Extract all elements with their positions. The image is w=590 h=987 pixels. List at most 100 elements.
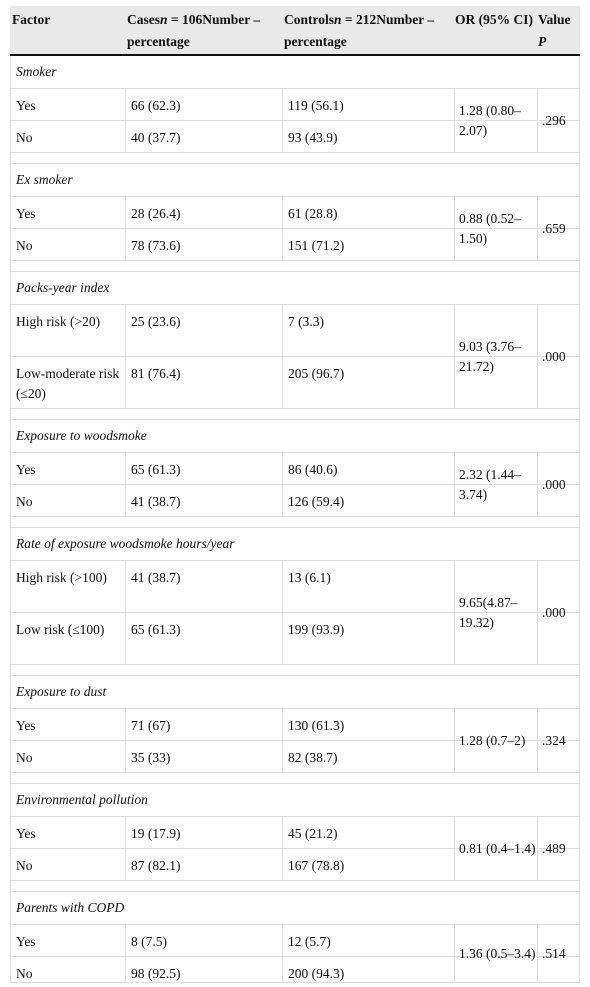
row-label: Yes: [16, 462, 36, 477]
column-divider: [454, 305, 455, 408]
section-header: Smoker: [10, 56, 580, 89]
section-header: Packs-year index: [10, 272, 580, 305]
column-divider: [454, 561, 455, 664]
section-rows: Yes 19 (17.9) 45 (21.2) No 87 (82.1) 167 (78.…: [10, 817, 580, 881]
column-divider: [454, 453, 455, 516]
column-divider: [282, 561, 283, 664]
section-rows: Yes 65 (61.3) 86 (40.6) No 41 (38.7) 126 (59.…: [10, 453, 580, 517]
section-spacer: [10, 409, 580, 420]
odds-ratio: 0.81 (0.4–1.4): [459, 841, 536, 856]
column-divider: [282, 453, 283, 516]
row-label: No: [16, 858, 33, 873]
section-title: Smoker: [16, 64, 57, 79]
controls-value: 12 (5.7): [288, 934, 331, 949]
section-spacer: [10, 261, 580, 272]
table-row: Yes 28 (26.4) 61 (28.8): [11, 197, 579, 229]
column-divider: [125, 305, 126, 408]
section-title: Parents with COPD: [16, 900, 125, 915]
table-row: No 78 (73.6) 151 (71.2): [11, 229, 579, 261]
controls-value: 86 (40.6): [288, 462, 338, 477]
header-cases: Casesn = 106Number – percentage: [127, 12, 261, 49]
controls-value: 205 (96.7): [288, 366, 345, 381]
controls-value: 82 (38.7): [288, 750, 338, 765]
section-header: Exposure to dust: [10, 676, 580, 709]
table-row: Yes 8 (7.5) 12 (5.7): [11, 925, 579, 957]
row-label: Yes: [16, 934, 36, 949]
p-value: .000: [542, 477, 566, 492]
row-label: Yes: [16, 718, 36, 733]
cases-value: 98 (92.5): [131, 966, 181, 981]
table-row: No 35 (33) 82 (38.7): [11, 741, 579, 773]
header-or: OR (95% CI): [455, 12, 533, 27]
table-row: No 87 (82.1) 167 (78.8): [11, 849, 579, 881]
row-label: No: [16, 238, 33, 253]
cases-value: 87 (82.1): [131, 858, 181, 873]
controls-value: 45 (21.2): [288, 826, 338, 841]
risk-factor-table: Factor Casesn = 106Number – percentage C…: [10, 6, 580, 983]
odds-ratio: 1.28 (0.7–2): [459, 733, 526, 748]
row-label: Yes: [16, 826, 36, 841]
table-row: No 41 (38.7) 126 (59.4): [11, 485, 579, 517]
cases-value: 25 (23.6): [131, 314, 181, 329]
table-row: No 98 (92.5) 200 (94.3): [11, 957, 579, 982]
row-label: High risk (>20): [16, 314, 101, 329]
table-row: Yes 71 (67) 130 (61.3): [11, 709, 579, 741]
table-row: Yes 65 (61.3) 86 (40.6): [11, 453, 579, 485]
cases-value: 19 (17.9): [131, 826, 181, 841]
table-header: Factor Casesn = 106Number – percentage C…: [10, 6, 580, 56]
section-title: Rate of exposure woodsmoke hours/year: [16, 536, 235, 551]
table-row: High risk (>100) 41 (38.7) 13 (6.1): [11, 561, 579, 613]
odds-ratio: 1.36 (0.5–3.4): [459, 946, 536, 961]
header-controls: Controlsn = 212Number – percentage: [284, 12, 435, 49]
header-p-value: Value P: [538, 12, 571, 49]
controls-value: 167 (78.8): [288, 858, 345, 873]
column-divider: [282, 305, 283, 408]
cases-value: 65 (61.3): [131, 622, 181, 637]
column-divider: [537, 89, 538, 152]
table-row: Low risk (≤100) 65 (61.3) 199 (93.9): [11, 613, 579, 665]
section-rows: High risk (>20) 25 (23.6) 7 (3.3) Low-moder…: [10, 305, 580, 409]
column-divider: [125, 561, 126, 664]
column-divider: [282, 925, 283, 982]
column-divider: [537, 197, 538, 260]
section-title: Environmental pollution: [16, 792, 148, 807]
cases-value: 41 (38.7): [131, 570, 181, 585]
section-header: Ex smoker: [10, 164, 580, 197]
cases-value: 40 (37.7): [131, 130, 181, 145]
controls-value: 130 (61.3): [288, 718, 345, 733]
section-rows: High risk (>100) 41 (38.7) 13 (6.1) Low ris…: [10, 561, 580, 665]
p-value: .489: [542, 841, 566, 856]
row-label: Yes: [16, 98, 36, 113]
cases-value: 8 (7.5): [131, 934, 167, 949]
table-row: No 40 (37.7) 93 (43.9): [11, 121, 579, 153]
controls-value: 93 (43.9): [288, 130, 338, 145]
cases-value: 28 (26.4): [131, 206, 181, 221]
p-value: .000: [542, 349, 566, 364]
section-header: Exposure to woodsmoke: [10, 420, 580, 453]
cases-value: 78 (73.6): [131, 238, 181, 253]
odds-ratio: 1.28 (0.80–2.07): [459, 103, 521, 138]
column-divider: [537, 925, 538, 982]
row-label: Yes: [16, 206, 36, 221]
section-rows: Yes 71 (67) 130 (61.3) No 35 (33) 82 (38.7) 1.…: [10, 709, 580, 773]
column-divider: [537, 709, 538, 772]
controls-value: 61 (28.8): [288, 206, 338, 221]
cases-value: 71 (67): [131, 718, 171, 733]
section-title: Exposure to woodsmoke: [16, 428, 147, 443]
cases-value: 41 (38.7): [131, 494, 181, 509]
section-spacer: [10, 881, 580, 892]
row-label: High risk (>100): [16, 570, 107, 585]
controls-value: 119 (56.1): [288, 98, 344, 113]
column-divider: [454, 709, 455, 772]
column-divider: [125, 925, 126, 982]
table-row: High risk (>20) 25 (23.6) 7 (3.3): [11, 305, 579, 357]
odds-ratio: 9.65(4.87–19.32): [459, 595, 518, 630]
row-label: Low-moderate risk (≤20): [16, 366, 120, 401]
controls-value: 199 (93.9): [288, 622, 345, 637]
section-rows: Yes 8 (7.5) 12 (5.7) No 98 (92.5) 200 (94.3) 1…: [10, 925, 580, 983]
odds-ratio: 0.88 (0.52–1.50): [459, 211, 521, 246]
column-divider: [537, 305, 538, 408]
section-spacer: [10, 665, 580, 676]
column-divider: [454, 925, 455, 982]
column-divider: [125, 89, 126, 152]
